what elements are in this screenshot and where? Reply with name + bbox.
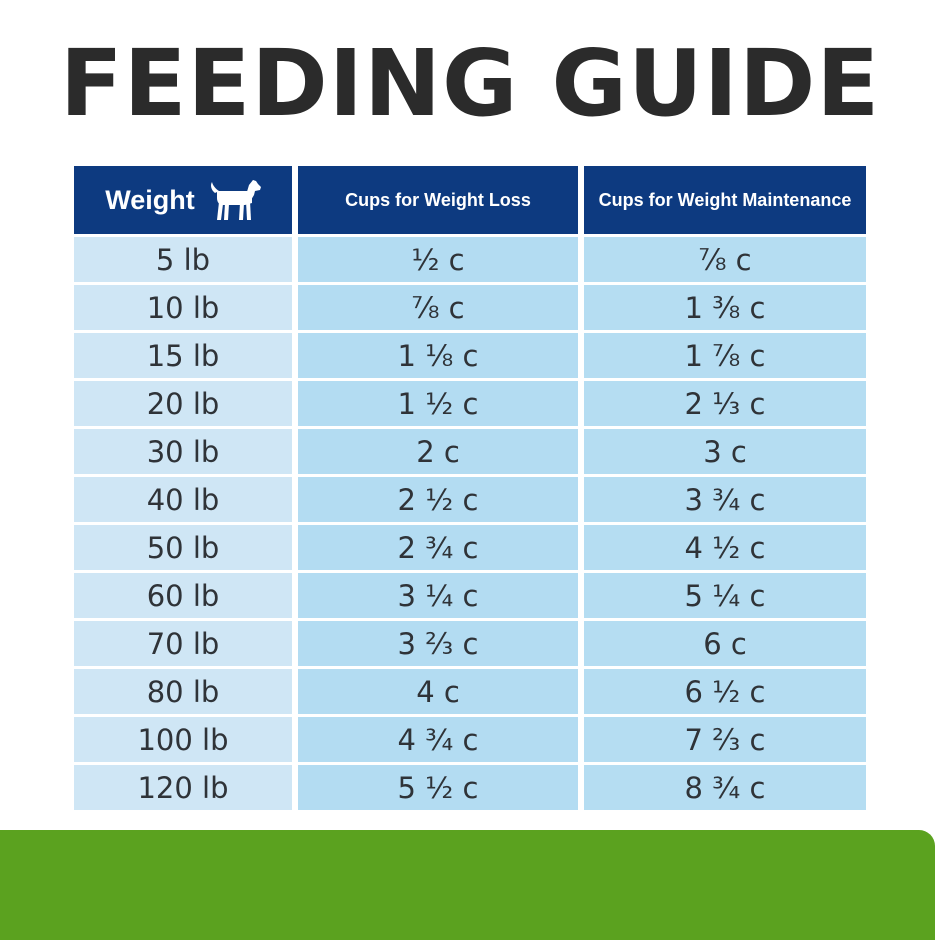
cell-weight: 100 lb bbox=[74, 717, 292, 762]
header-weight-loss: Cups for Weight Loss bbox=[298, 166, 578, 234]
cell-weight: 5 lb bbox=[74, 237, 292, 282]
cell-weight: 50 lb bbox=[74, 525, 292, 570]
cell-maintenance: 5 ¼ c bbox=[584, 573, 866, 618]
cell-loss: 1 ½ c bbox=[298, 381, 578, 426]
cell-loss: 4 ¾ c bbox=[298, 717, 578, 762]
cell-weight: 70 lb bbox=[74, 621, 292, 666]
cell-weight: 30 lb bbox=[74, 429, 292, 474]
header-weight-maintenance: Cups for Weight Maintenance bbox=[584, 166, 866, 234]
cell-maintenance: 1 ⅜ c bbox=[584, 285, 866, 330]
cell-loss: 1 ⅛ c bbox=[298, 333, 578, 378]
cell-loss: ½ c bbox=[298, 237, 578, 282]
cell-loss: 2 c bbox=[298, 429, 578, 474]
cell-maintenance: 1 ⅞ c bbox=[584, 333, 866, 378]
cell-maintenance: 8 ¾ c bbox=[584, 765, 866, 810]
cell-maintenance: 2 ⅓ c bbox=[584, 381, 866, 426]
cell-weight: 120 lb bbox=[74, 765, 292, 810]
header-weight: Weight bbox=[74, 166, 292, 234]
cell-maintenance: 7 ⅔ c bbox=[584, 717, 866, 762]
cell-maintenance: ⅞ c bbox=[584, 237, 866, 282]
cell-maintenance: 3 c bbox=[584, 429, 866, 474]
dog-icon bbox=[210, 180, 261, 220]
cell-maintenance: 4 ½ c bbox=[584, 525, 866, 570]
cell-loss: 2 ¾ c bbox=[298, 525, 578, 570]
cell-loss: 4 c bbox=[298, 669, 578, 714]
cell-maintenance: 3 ¾ c bbox=[584, 477, 866, 522]
cell-loss: 3 ⅔ c bbox=[298, 621, 578, 666]
cell-weight: 60 lb bbox=[74, 573, 292, 618]
cell-loss: 3 ¼ c bbox=[298, 573, 578, 618]
cell-weight: 20 lb bbox=[74, 381, 292, 426]
cell-loss: 2 ½ c bbox=[298, 477, 578, 522]
feeding-table: Weight Cups for Weight Loss Cups for Wei… bbox=[74, 166, 866, 810]
cell-maintenance: 6 ½ c bbox=[584, 669, 866, 714]
header-weight-label: Weight bbox=[105, 184, 195, 215]
cell-weight: 10 lb bbox=[74, 285, 292, 330]
page-title: FEEDING GUIDE bbox=[59, 30, 881, 137]
cell-loss: ⅞ c bbox=[298, 285, 578, 330]
cell-maintenance: 6 c bbox=[584, 621, 866, 666]
cell-weight: 15 lb bbox=[74, 333, 292, 378]
footer-green-bar bbox=[0, 830, 935, 940]
cell-weight: 80 lb bbox=[74, 669, 292, 714]
cell-loss: 5 ½ c bbox=[298, 765, 578, 810]
cell-weight: 40 lb bbox=[74, 477, 292, 522]
